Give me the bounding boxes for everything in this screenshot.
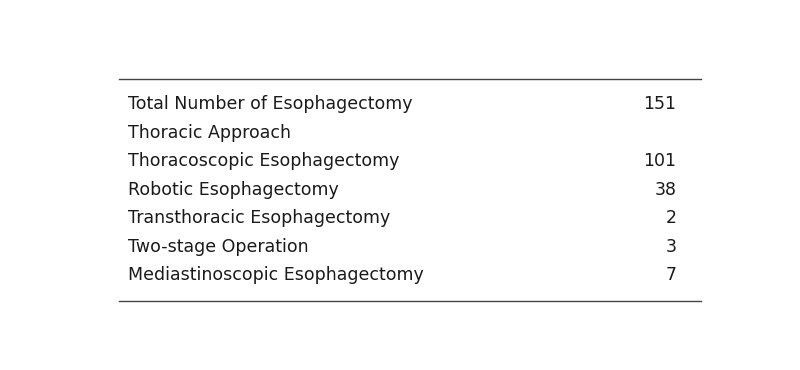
Text: 101: 101 xyxy=(643,152,677,170)
Text: Mediastinoscopic Esophagectomy: Mediastinoscopic Esophagectomy xyxy=(128,266,424,284)
Text: 2: 2 xyxy=(666,209,677,227)
Text: 38: 38 xyxy=(654,181,677,199)
Text: 3: 3 xyxy=(666,238,677,256)
Text: 151: 151 xyxy=(643,95,677,113)
Text: Total Number of Esophagectomy: Total Number of Esophagectomy xyxy=(128,95,413,113)
Text: Transthoracic Esophagectomy: Transthoracic Esophagectomy xyxy=(128,209,390,227)
Text: 7: 7 xyxy=(666,266,677,284)
Text: Robotic Esophagectomy: Robotic Esophagectomy xyxy=(128,181,338,199)
Text: Thoracoscopic Esophagectomy: Thoracoscopic Esophagectomy xyxy=(128,152,399,170)
Text: Two-stage Operation: Two-stage Operation xyxy=(128,238,309,256)
Text: Thoracic Approach: Thoracic Approach xyxy=(128,124,291,142)
